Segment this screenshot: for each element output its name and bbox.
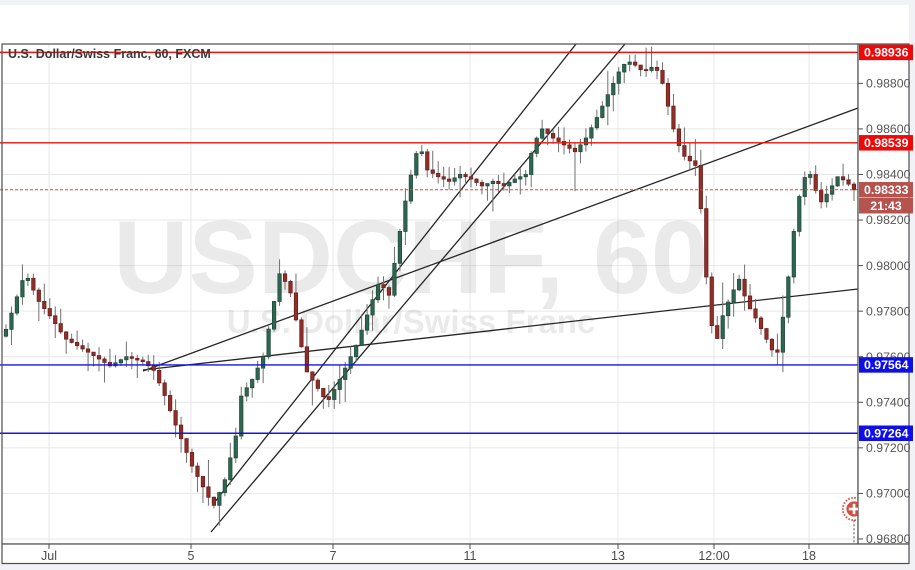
svg-text:Jul: Jul <box>41 549 57 563</box>
svg-text:U.S. Dollar/Swiss Franc: U.S. Dollar/Swiss Franc <box>227 303 596 340</box>
svg-text:0.98600: 0.98600 <box>866 122 911 136</box>
svg-text:7: 7 <box>330 549 337 563</box>
svg-text:0.98400: 0.98400 <box>866 168 911 182</box>
svg-text:0.97400: 0.97400 <box>866 395 911 409</box>
svg-text:0.96800: 0.96800 <box>866 532 911 546</box>
svg-text:0.97564: 0.97564 <box>864 358 909 372</box>
svg-text:0.98800: 0.98800 <box>866 77 911 91</box>
svg-text:5: 5 <box>188 549 195 563</box>
svg-text:USDCHF, 60: USDCHF, 60 <box>113 200 708 316</box>
svg-text:18: 18 <box>802 549 816 563</box>
svg-text:0.97800: 0.97800 <box>866 304 911 318</box>
svg-text:12:00: 12:00 <box>698 549 729 563</box>
svg-text:13: 13 <box>611 549 625 563</box>
svg-text:0.97264: 0.97264 <box>864 427 909 441</box>
svg-text:0.98333: 0.98333 <box>864 183 909 197</box>
svg-text:U.S. Dollar/Swiss Franc, 60, F: U.S. Dollar/Swiss Franc, 60, FXCM <box>8 47 211 61</box>
svg-text:11: 11 <box>464 549 477 563</box>
svg-text:0.97200: 0.97200 <box>866 441 911 455</box>
svg-text:0.98000: 0.98000 <box>866 259 911 273</box>
svg-text:0.98200: 0.98200 <box>866 213 911 227</box>
svg-text:0.98936: 0.98936 <box>864 46 909 60</box>
svg-text:21:43: 21:43 <box>870 199 902 213</box>
svg-text:0.97000: 0.97000 <box>866 487 911 501</box>
svg-text:0.98539: 0.98539 <box>864 136 909 150</box>
